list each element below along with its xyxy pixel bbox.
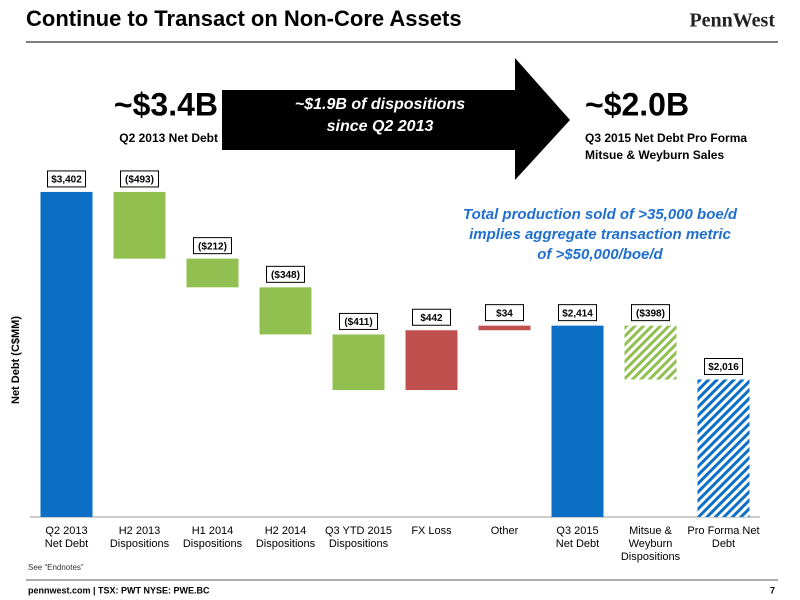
value-label-box xyxy=(266,265,305,283)
value-label: ($212) xyxy=(198,241,227,252)
bar xyxy=(259,287,312,335)
arrow-text: since Q2 2013 xyxy=(327,118,434,135)
x-tick-label: H2 2013 xyxy=(119,525,161,537)
value-label-box xyxy=(412,308,451,326)
value-label-box xyxy=(339,312,378,330)
value-label-box xyxy=(193,237,232,255)
value-label-box xyxy=(485,304,524,322)
end-caption: Mitsue & Weyburn Sales xyxy=(585,148,724,162)
x-tick-label: Q3 YTD 2015 xyxy=(325,525,392,537)
y-axis-label: Net Debt (C$MM) xyxy=(10,316,22,404)
value-label-box xyxy=(47,170,86,188)
bar xyxy=(405,330,458,391)
bar xyxy=(40,191,93,518)
bar xyxy=(113,191,166,259)
value-label: ($411) xyxy=(344,317,372,328)
page-number: 7 xyxy=(770,585,775,595)
x-tick-label: FX Loss xyxy=(411,525,452,537)
x-tick-label: Dispositions xyxy=(256,538,316,550)
value-label: $442 xyxy=(420,313,443,324)
start-headline: ~$3.4B xyxy=(114,86,218,122)
value-label-box xyxy=(704,358,743,376)
bar xyxy=(551,325,604,517)
x-tick-label: Dispositions xyxy=(329,538,389,550)
note: See “Endnotes” xyxy=(28,563,84,572)
value-label: ($348) xyxy=(271,270,300,281)
x-tick-label: Pro Forma Net xyxy=(687,525,759,537)
value-label: ($493) xyxy=(125,175,154,186)
value-label: ($398) xyxy=(636,308,665,319)
x-tick-label: Net Debt xyxy=(556,538,599,550)
x-tick-label: Dispositions xyxy=(183,538,243,550)
x-tick-label: H2 2014 xyxy=(265,525,307,537)
bar xyxy=(186,258,239,288)
bar xyxy=(332,334,385,391)
annotation: implies aggregate transaction metric xyxy=(469,226,731,243)
x-tick-label: Q3 2015 xyxy=(556,525,598,537)
x-tick-label: Q2 2013 xyxy=(45,525,87,537)
annotation: Total production sold of >35,000 boe/d xyxy=(463,206,738,223)
x-tick-label: Net Debt xyxy=(45,538,88,550)
x-tick-label: Debt xyxy=(712,538,735,550)
x-tick-label: Weyburn xyxy=(629,538,673,550)
bar xyxy=(624,325,677,380)
footer: pennwest.com | TSX: PWT NYSE: PWE.BC xyxy=(28,585,210,595)
value-label-box xyxy=(558,304,597,322)
bar xyxy=(697,379,750,517)
x-tick-label: Other xyxy=(491,525,519,537)
value-label-box xyxy=(120,170,159,188)
end-headline: ~$2.0B xyxy=(585,86,689,122)
annotation: of >$50,000/boe/d xyxy=(537,246,663,263)
bar xyxy=(478,325,531,331)
value-label-box xyxy=(631,304,670,322)
arrow-text: ~$1.9B of dispositions xyxy=(295,96,465,113)
arrow xyxy=(222,58,570,180)
x-tick-label: H1 2014 xyxy=(192,525,234,537)
x-tick-label: Dispositions xyxy=(110,538,170,550)
value-label: $2,414 xyxy=(562,308,593,319)
x-tick-label: Dispositions xyxy=(621,551,681,563)
end-caption: Q3 2015 Net Debt Pro Forma xyxy=(585,131,747,145)
start-caption: Q2 2013 Net Debt xyxy=(119,131,218,145)
value-label: $34 xyxy=(496,308,513,319)
title: Continue to Transact on Non-Core Assets xyxy=(26,6,462,31)
value-label: $2,016 xyxy=(708,362,739,373)
value-label: $3,402 xyxy=(51,175,82,186)
logo: PennWest xyxy=(689,10,775,32)
x-tick-label: Mitsue & xyxy=(629,525,672,537)
